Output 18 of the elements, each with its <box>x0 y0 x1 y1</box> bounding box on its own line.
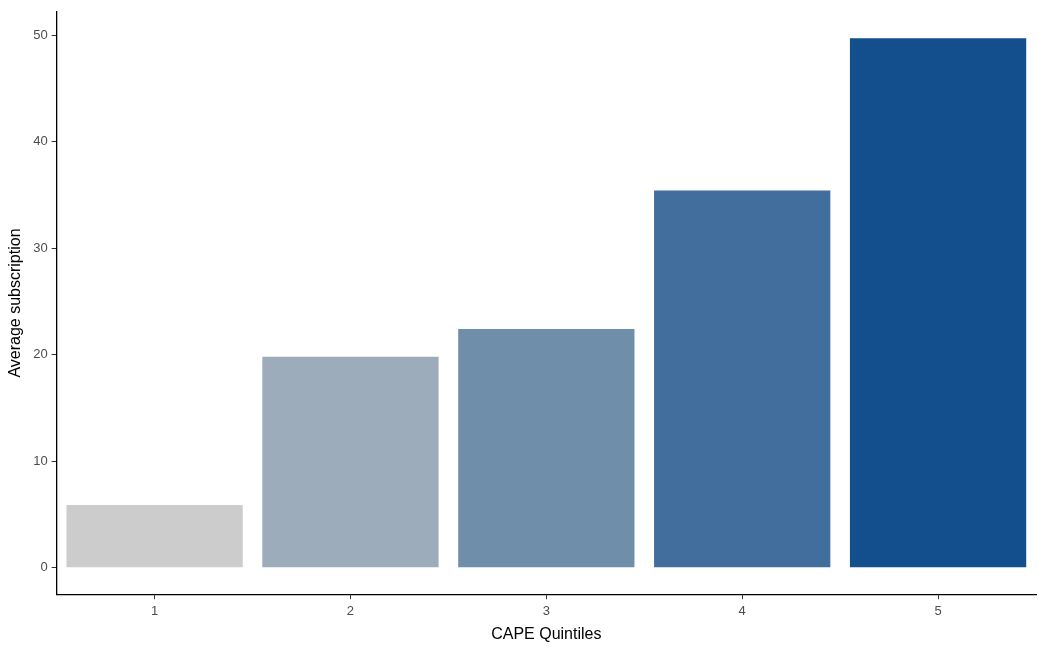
bar <box>654 190 831 568</box>
x-axis-title: CAPE Quintiles <box>491 624 602 642</box>
x-tick-label: 4 <box>738 602 746 618</box>
x-tick-label: 5 <box>934 602 942 618</box>
y-tick-label: 30 <box>33 239 48 255</box>
y-axis-title: Average subscription <box>6 228 24 378</box>
x-tick-label: 3 <box>542 602 550 618</box>
y-tick-label: 40 <box>33 133 48 149</box>
x-tick-label: 2 <box>346 602 355 618</box>
bar <box>849 38 1027 568</box>
bar <box>458 329 635 568</box>
bar <box>262 356 439 568</box>
y-tick-label: 20 <box>33 346 48 362</box>
bar <box>66 504 243 568</box>
y-tick-label: 50 <box>33 26 48 42</box>
y-tick-label: 10 <box>33 452 48 468</box>
x-tick-label: 1 <box>150 602 159 618</box>
y-tick-label: 0 <box>40 559 48 575</box>
